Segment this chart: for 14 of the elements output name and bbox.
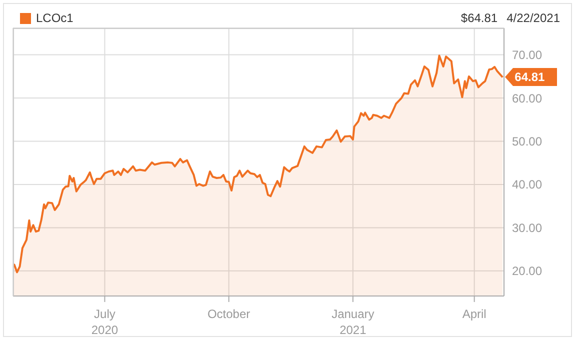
x-tick-label: January 2021	[332, 307, 374, 337]
y-tick-label: 30.00	[512, 220, 542, 235]
y-tick-label: 70.00	[512, 48, 542, 62]
x-tick-label: October	[207, 307, 250, 321]
x-tick-label: July 2020	[91, 307, 118, 337]
y-tick-label: 50.00	[512, 134, 542, 149]
x-tick-label: April	[462, 307, 486, 321]
text: $64.81	[460, 11, 498, 25]
legend-label: LCOc1	[36, 11, 74, 25]
annotation: 64.81	[512, 68, 557, 86]
y-tick-label: 60.00	[512, 91, 542, 106]
y-tick-label: 20.00	[512, 264, 542, 278]
text: 4/22/2021	[506, 11, 560, 25]
y-tick-label: 40.00	[512, 178, 542, 192]
